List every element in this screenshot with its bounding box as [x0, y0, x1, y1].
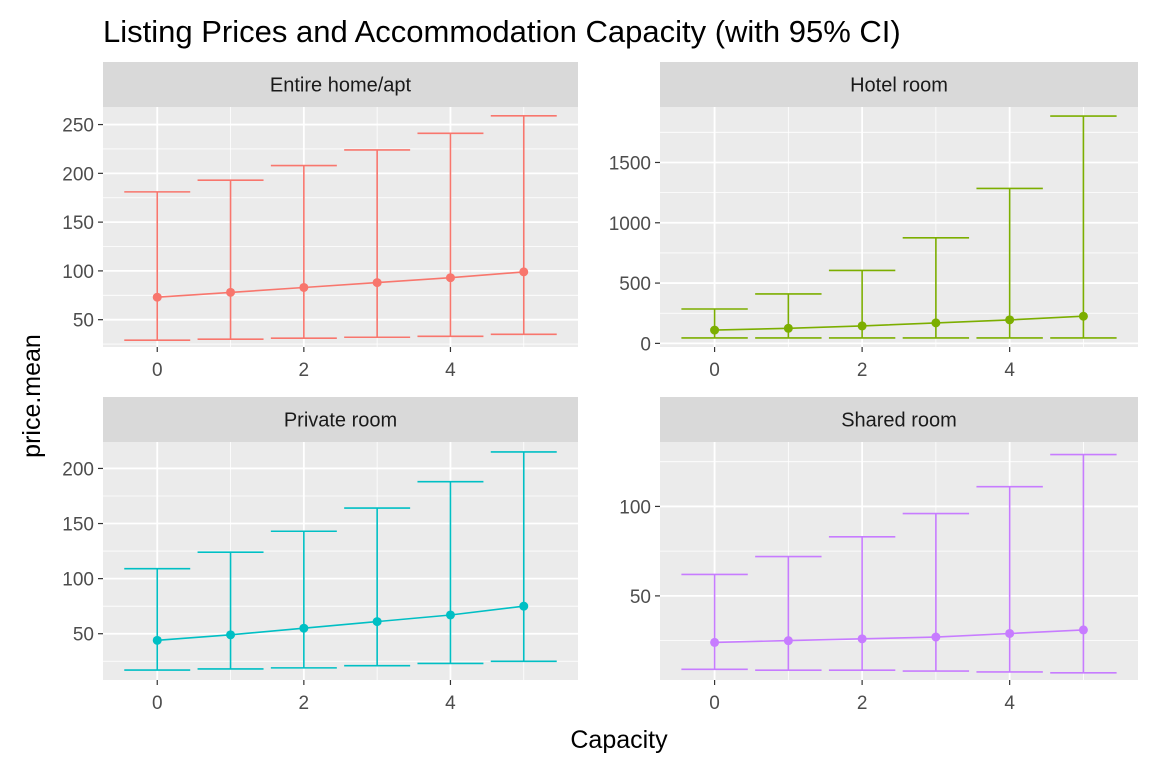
- mean-point: [152, 292, 162, 302]
- chart-title: Listing Prices and Accommodation Capacit…: [103, 14, 901, 49]
- y-axis-title: price.mean: [18, 334, 46, 458]
- y-tick-label: 150: [62, 515, 94, 536]
- facet-entire-home-apt: Entire home/apt 50 100 150 200 250 0 2 4: [62, 62, 578, 381]
- y-tick-label: 500: [619, 274, 651, 295]
- mean-point: [1078, 625, 1088, 635]
- mean-point: [710, 637, 720, 647]
- error-bar: [124, 567, 191, 671]
- error-bar: [490, 114, 557, 336]
- y-tick-label: 250: [62, 116, 94, 137]
- error-bar: [681, 573, 748, 671]
- mean-point: [857, 634, 867, 644]
- y-tick-label: 50: [73, 311, 94, 332]
- facet-shared-room: Shared room 50 100 0 2 4: [619, 397, 1138, 714]
- x-axis-title: Capacity: [570, 726, 668, 754]
- mean-line: [714, 629, 1084, 644]
- y-tick-label: 150: [62, 213, 94, 234]
- x-tick-label: 2: [299, 360, 310, 381]
- error-bar: [1050, 453, 1117, 674]
- error-bar: [197, 551, 264, 670]
- mean-point: [519, 267, 529, 277]
- error-bar: [828, 536, 896, 671]
- mean-point: [1005, 315, 1015, 325]
- panel-background: [660, 442, 1138, 680]
- facet-hotel-room: Hotel room 0 500 1000 1500 0 2 4: [609, 62, 1138, 381]
- x-tick-label: 4: [445, 360, 456, 381]
- error-bar: [270, 530, 337, 669]
- error-bar: [1050, 115, 1117, 339]
- error-bar: [490, 451, 557, 663]
- mean-point: [931, 318, 941, 328]
- y-tick-label: 0: [640, 334, 651, 355]
- y-tick-label: 100: [62, 262, 94, 283]
- mean-point: [931, 632, 941, 642]
- error-bar: [197, 179, 264, 340]
- mean-point: [226, 287, 236, 297]
- error-bar: [344, 507, 411, 667]
- y-tick-label: 100: [619, 497, 651, 518]
- x-tick-label: 4: [445, 693, 456, 714]
- facet-strip: [660, 397, 1138, 442]
- error-bar: [417, 480, 484, 665]
- mean-point: [445, 273, 455, 283]
- y-tick-label: 100: [62, 570, 94, 591]
- error-bar: [755, 555, 822, 671]
- mean-line: [714, 315, 1084, 331]
- x-tick-label: 2: [857, 360, 868, 381]
- error-bar: [344, 149, 411, 339]
- error-bar: [976, 187, 1043, 339]
- x-tick-label: 2: [857, 693, 868, 714]
- facet-strip-label: Hotel room: [850, 75, 948, 97]
- x-tick-label: 0: [709, 693, 720, 714]
- mean-point: [1078, 311, 1088, 321]
- error-bar: [417, 132, 484, 338]
- x-tick-label: 0: [709, 360, 720, 381]
- panel-background: [660, 107, 1138, 347]
- mean-point: [299, 623, 309, 633]
- mean-line: [157, 271, 524, 298]
- facet-strip-label: Shared room: [841, 410, 957, 432]
- mean-point: [710, 325, 720, 335]
- mean-point: [1005, 628, 1015, 638]
- mean-point: [372, 278, 382, 288]
- mean-point: [299, 282, 309, 292]
- error-bar: [270, 164, 337, 340]
- facet-strip-label: Private room: [284, 410, 397, 432]
- mean-point: [445, 610, 455, 620]
- mean-point: [783, 323, 793, 333]
- y-tick-label: 50: [630, 587, 651, 608]
- error-bar: [124, 191, 191, 341]
- panel-background: [103, 442, 578, 680]
- mean-point: [519, 601, 529, 611]
- facet-strip: [103, 62, 578, 107]
- mean-point: [226, 630, 236, 640]
- error-bar: [902, 512, 970, 672]
- mean-point: [152, 635, 162, 645]
- x-tick-label: 4: [1004, 693, 1015, 714]
- y-tick-label: 1500: [609, 153, 651, 174]
- mean-point: [783, 636, 793, 646]
- x-tick-label: 4: [1004, 360, 1015, 381]
- facet-private-room: Private room 50 100 150 200 0 2 4: [62, 397, 578, 714]
- mean-point: [857, 321, 867, 331]
- x-tick-label: 0: [152, 693, 163, 714]
- x-tick-label: 2: [299, 693, 310, 714]
- mean-point: [372, 617, 382, 627]
- facet-strip: [103, 397, 578, 442]
- y-tick-label: 50: [73, 625, 94, 646]
- facet-strip: [660, 62, 1138, 107]
- y-tick-label: 200: [62, 164, 94, 185]
- y-tick-label: 200: [62, 459, 94, 480]
- x-tick-label: 0: [152, 360, 163, 381]
- y-tick-label: 1000: [609, 214, 651, 235]
- panel-background: [103, 107, 578, 347]
- error-bar: [976, 485, 1043, 673]
- mean-line: [157, 605, 524, 642]
- facet-strip-label: Entire home/apt: [270, 75, 412, 97]
